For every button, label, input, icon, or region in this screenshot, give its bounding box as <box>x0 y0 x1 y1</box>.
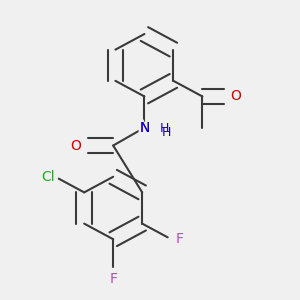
Text: F: F <box>109 272 117 286</box>
Text: O: O <box>70 139 81 152</box>
Text: H: H <box>162 126 171 139</box>
Text: F: F <box>173 230 187 249</box>
Text: O: O <box>67 136 84 155</box>
Text: O: O <box>230 89 241 103</box>
Text: F: F <box>106 270 120 289</box>
Text: N: N <box>139 121 150 135</box>
Text: F: F <box>176 232 184 246</box>
Text: O: O <box>228 87 244 106</box>
Text: Cl: Cl <box>42 170 55 184</box>
Text: Cl: Cl <box>38 167 59 186</box>
Text: N: N <box>139 121 150 135</box>
Text: H: H <box>159 123 174 141</box>
Text: H: H <box>160 122 169 135</box>
Text: N: N <box>136 118 152 137</box>
Text: N: N <box>136 118 152 137</box>
